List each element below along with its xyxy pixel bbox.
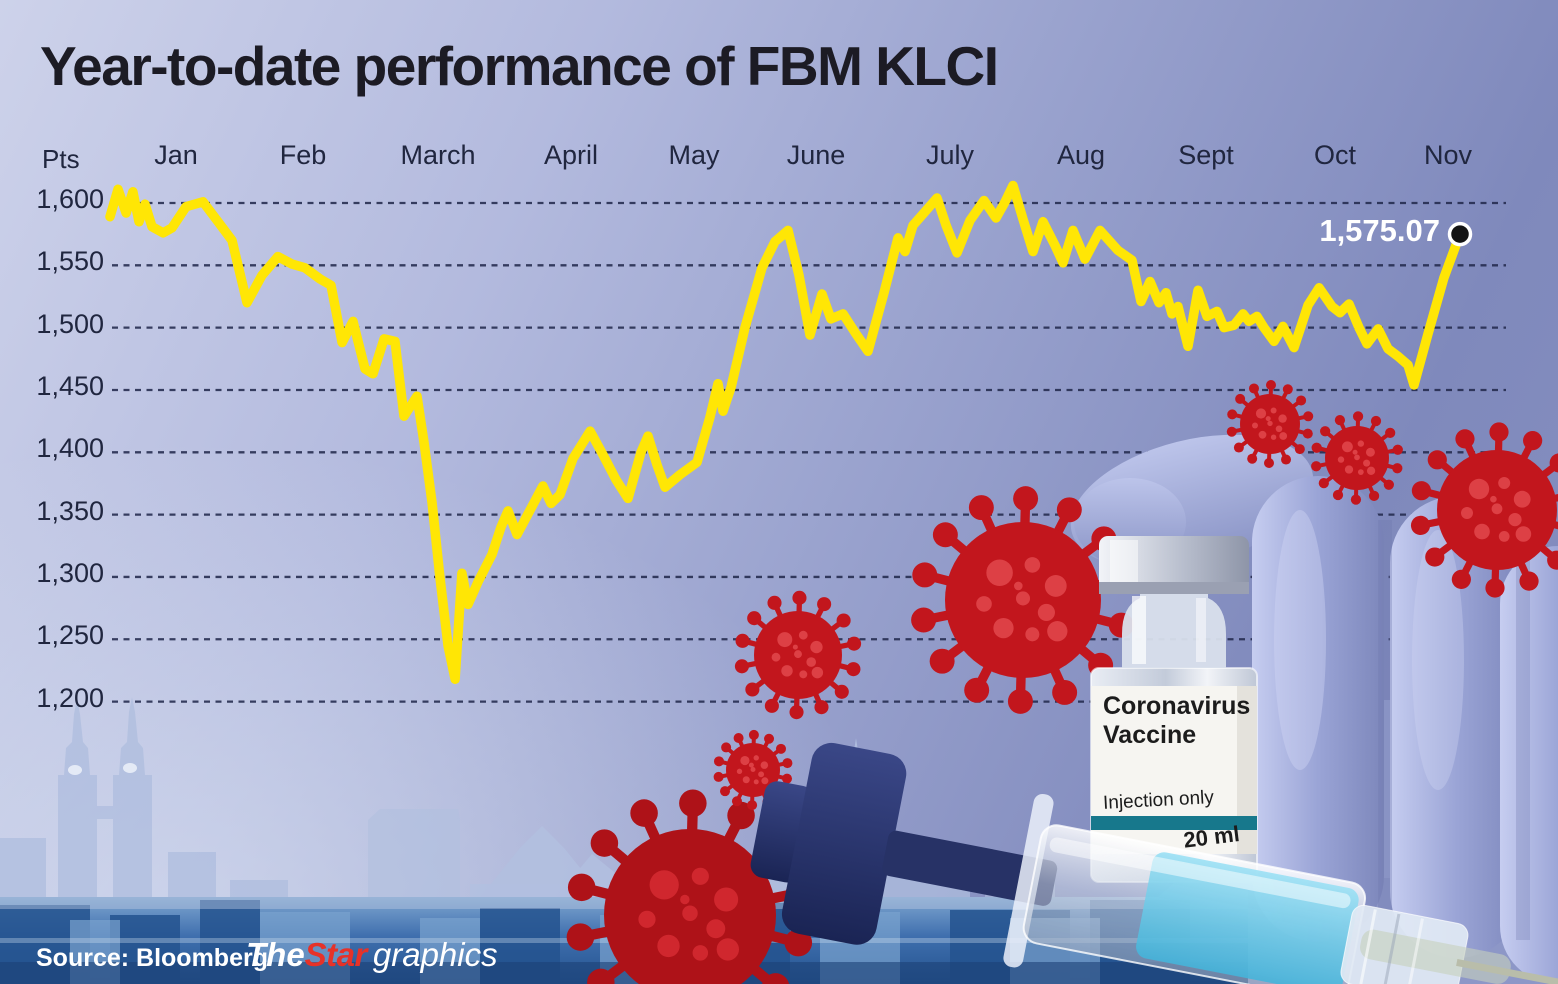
x-axis-label: May	[668, 140, 720, 170]
x-axis-label: June	[786, 140, 846, 170]
x-axis-label: July	[925, 140, 974, 170]
syringe-graphic	[750, 742, 1558, 984]
chart-title: Year-to-date performance of FBM KLCI	[40, 35, 999, 97]
logo-the: The	[246, 936, 305, 973]
y-axis-unit-label: Pts	[42, 144, 80, 174]
logo-star: Star	[304, 936, 368, 973]
y-axis-tick-label: 1,600	[36, 184, 104, 214]
vial-label-line1: Coronavirus	[1103, 692, 1251, 720]
y-axis-tick-label: 1,550	[36, 246, 104, 277]
virus-particle	[1226, 380, 1314, 468]
x-axis-label: April	[543, 140, 598, 170]
y-axis-tick-label: 1,200	[36, 682, 104, 713]
x-axis-label: Feb	[279, 140, 327, 170]
y-axis-tick-label: 1,250	[36, 620, 104, 651]
x-axis-label: March	[400, 140, 476, 170]
last-value-label: 1,575.07	[1319, 213, 1440, 248]
virus-particle	[1410, 422, 1558, 598]
y-axis-tick-label: 1,300	[36, 557, 104, 588]
x-axis-label: Sept	[1178, 140, 1234, 170]
x-axis-label: Jan	[154, 140, 198, 170]
y-axis-tick-label: 1,500	[36, 308, 104, 339]
y-axis-tick-label: 1,350	[36, 495, 104, 526]
publisher-logo: TheStar graphics	[246, 936, 498, 974]
virus-particle	[734, 590, 862, 720]
klci-line-series	[105, 180, 1465, 684]
vial-label-line2: Vaccine	[1103, 721, 1197, 749]
x-axis-label: Nov	[1423, 140, 1472, 170]
y-axis-tick-label: 1,450	[36, 370, 104, 401]
logo-graphics: graphics	[372, 936, 498, 973]
x-axis-label: Oct	[1313, 140, 1356, 170]
y-axis-tick-label: 1,400	[36, 433, 104, 464]
last-value-marker	[1447, 221, 1473, 247]
source-credit: Source: Bloomberg	[36, 944, 268, 972]
x-axis-label: Aug	[1056, 140, 1106, 170]
virus-particle	[1311, 411, 1403, 505]
